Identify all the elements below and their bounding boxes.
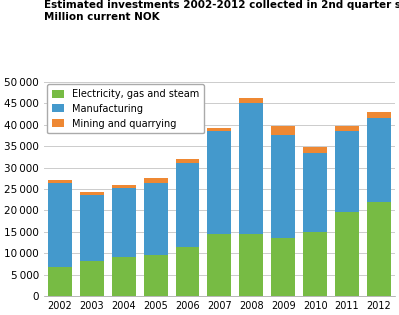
Bar [112,185,136,188]
Bar [367,202,391,296]
Bar [207,131,231,234]
Text: Estimated investments 2002-2012 collected in 2nd quarter same year.
Million curr: Estimated investments 2002-2012 collecte… [44,0,399,22]
Legend: Electricity, gas and steam, Manufacturing, Mining and quarrying: Electricity, gas and steam, Manufacturin… [47,84,204,134]
Bar [271,238,295,296]
Bar [80,261,104,296]
Bar [239,98,263,103]
Bar [207,234,231,296]
Bar [239,234,263,296]
Bar [112,188,136,257]
Bar [48,267,72,296]
Bar [176,158,200,163]
Bar [335,213,359,296]
Bar [303,152,327,232]
Bar [239,103,263,234]
Bar [144,182,168,255]
Bar [80,192,104,194]
Bar [112,257,136,296]
Bar [367,118,391,202]
Bar [144,178,168,182]
Bar [48,180,72,183]
Bar [303,232,327,296]
Bar [271,126,295,135]
Bar [367,112,391,118]
Bar [48,183,72,267]
Bar [176,163,200,247]
Bar [144,255,168,296]
Bar [271,135,295,238]
Bar [207,128,231,131]
Bar [335,131,359,213]
Bar [303,147,327,152]
Bar [176,247,200,296]
Bar [80,194,104,261]
Bar [335,126,359,131]
